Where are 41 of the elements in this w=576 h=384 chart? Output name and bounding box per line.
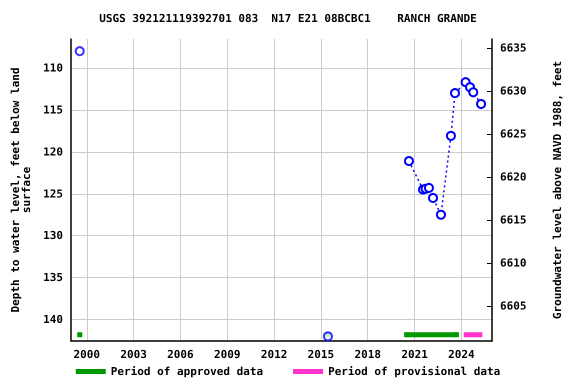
chart-title: USGS 392121119392701 083 N17 E21 08BCBC1 RANCH GRANDE: [99, 12, 477, 25]
point: [454, 332, 459, 338]
x-tick-label: 2000: [74, 348, 100, 361]
point: [322, 331, 333, 342]
y2-tick-label: 6615: [500, 213, 526, 226]
point: [404, 156, 414, 166]
x-tick-label: 2021: [401, 348, 428, 361]
y2-tick-label: 6630: [500, 84, 526, 98]
x-tick-label: 2003: [120, 348, 147, 361]
x-tick-label: 2009: [214, 348, 241, 361]
y-tick-label: 120: [43, 145, 63, 158]
point: [436, 210, 446, 220]
y2-tick-label: 6625: [500, 127, 526, 140]
point: [74, 46, 85, 56]
y2-tick-label: 6620: [500, 170, 526, 184]
point: [404, 332, 410, 338]
legend-label: Period of provisional data: [328, 365, 500, 378]
point: [77, 332, 82, 338]
point: [424, 182, 434, 193]
x-tick-label: 2018: [354, 348, 381, 361]
y2-axis-title: Groundwater level above NAVD 1988, feet: [551, 60, 564, 320]
x-tick-label: 2024: [448, 348, 476, 361]
point: [450, 88, 460, 98]
point: [446, 130, 456, 141]
y-tick-label: 130: [43, 229, 63, 242]
y-tick-label: 115: [43, 103, 63, 116]
x-tick-label: 2015: [308, 348, 334, 361]
y-tick-label: 110: [43, 61, 63, 74]
y2-tick-label: 6635: [500, 42, 526, 55]
y-tick-label: 140: [43, 313, 63, 326]
point: [428, 192, 438, 203]
x-tick-label: 2006: [167, 348, 194, 361]
y-axis-title: Depth to water level, feet below land surface: [9, 67, 34, 313]
point: [476, 99, 486, 110]
x-tick-label: 2012: [260, 348, 288, 361]
legend-label: Period of approved data: [110, 365, 264, 378]
y-tick-label: 135: [43, 271, 63, 284]
y2-tick-label: 6610: [500, 256, 526, 270]
point: [468, 87, 478, 98]
y2-tick-label: 6605: [500, 299, 526, 312]
y-tick-label: 125: [43, 187, 63, 200]
